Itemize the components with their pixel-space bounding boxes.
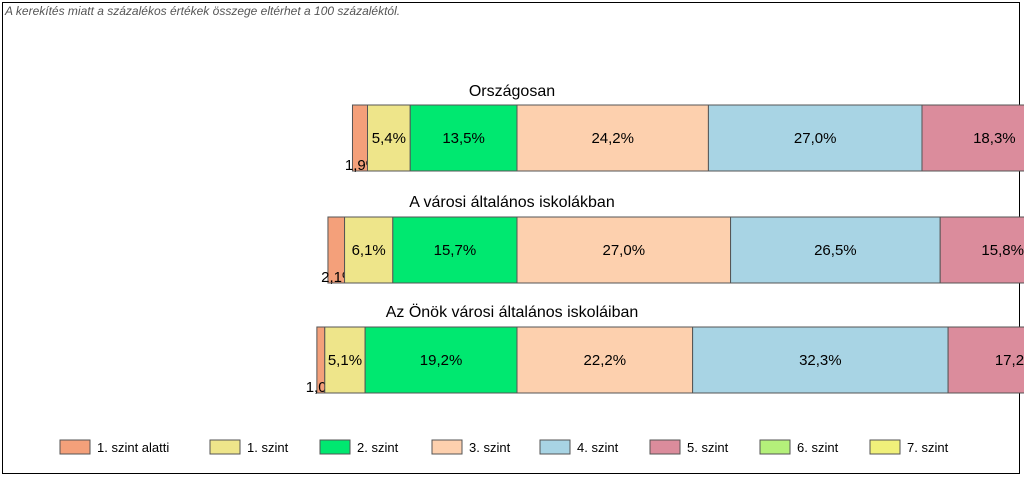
bar-segment xyxy=(707,104,923,172)
legend-label: 6. szint xyxy=(797,440,839,455)
data-label: 5,4% xyxy=(372,130,406,147)
group-title: Az Önök városi általános iskoláiban xyxy=(386,303,639,321)
data-label: 18,3% xyxy=(973,130,1016,147)
legend-swatch xyxy=(59,439,91,455)
legend-label: 5. szint xyxy=(687,440,729,455)
bar-segment xyxy=(392,216,518,284)
legend-label: 7. szint xyxy=(907,440,949,455)
rounding-note: A kerekítés miatt a százalékos értékek ö… xyxy=(5,4,401,18)
data-label: 26,5% xyxy=(814,242,857,259)
data-label: 32,3% xyxy=(799,352,842,369)
data-label: 22,2% xyxy=(584,352,627,369)
bar-segment xyxy=(516,104,709,172)
data-label: 6,1% xyxy=(352,242,386,259)
legend-label: 1. szint xyxy=(247,440,289,455)
bar-segment xyxy=(730,216,941,284)
bar-segment xyxy=(921,104,1024,172)
legend-label: 4. szint xyxy=(577,440,619,455)
legend-swatch xyxy=(319,439,351,455)
data-label: 19,2% xyxy=(420,352,463,369)
legend-swatch xyxy=(759,439,791,455)
bar-segment xyxy=(409,104,518,172)
data-label: 15,8% xyxy=(981,242,1024,259)
bar-segment xyxy=(939,216,1024,284)
legend-label: 1. szint alatti xyxy=(97,440,169,455)
bar-segment xyxy=(516,216,732,284)
data-label: 5,1% xyxy=(328,352,362,369)
legend-label: 3. szint xyxy=(469,440,511,455)
legend-label: 2. szint xyxy=(357,440,399,455)
bar-segment xyxy=(344,216,394,284)
legend-swatch xyxy=(209,439,241,455)
bar-segment xyxy=(692,326,949,394)
bar-segment xyxy=(324,326,366,394)
group-title: A városi általános iskolákban xyxy=(409,194,614,211)
data-label: 27,0% xyxy=(794,130,837,147)
group-title: Országosan xyxy=(469,83,555,100)
data-label: 13,5% xyxy=(442,130,485,147)
data-label: 17,2% xyxy=(995,352,1024,369)
bar-segment xyxy=(516,326,694,394)
legend-swatch xyxy=(539,439,571,455)
legend-swatch xyxy=(869,439,901,455)
bar-segment xyxy=(364,326,518,394)
legend-swatch xyxy=(431,439,463,455)
data-label: 15,7% xyxy=(434,242,477,259)
legend-swatch xyxy=(649,439,681,455)
bar-segment xyxy=(947,326,1024,394)
data-label: 27,0% xyxy=(603,242,646,259)
data-label: 24,2% xyxy=(591,130,634,147)
